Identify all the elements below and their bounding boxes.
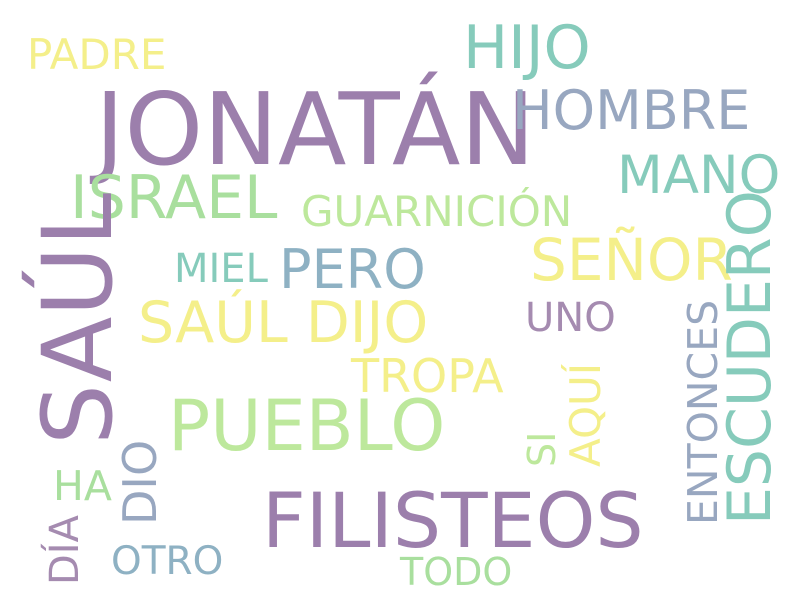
word-padre: PADRE [27,30,167,79]
word-pero: PERO [279,238,426,301]
word-pueblo: PUEBLO [168,385,446,467]
word-otro: OTRO [111,539,224,584]
word-miel: MIEL [174,246,268,292]
word-si: SI [520,431,564,467]
word-uno: UNO [525,295,616,341]
word-escudero: ESCUDERO [715,190,785,525]
word-dia: DÍA [42,515,88,585]
word-hombre: HOMBRE [512,79,751,142]
word-tropa: TROPA [351,349,504,403]
word-aqui: AQUÍ [561,362,610,467]
word-ha: HA [53,462,112,510]
word-guarnicion: GUARNICIÓN [301,187,573,236]
word-senor: SEÑOR [530,226,733,294]
word-saul: SAÚL [22,192,134,445]
word-entonces: ENTONCES [679,299,727,525]
word-filisteos: FILISTEOS [262,476,644,565]
word-hijo: HIJO [463,13,591,83]
word-mano: MANO [617,145,781,206]
word-israel: ISRAEL [70,163,278,233]
word-todo: TODO [400,550,513,594]
word-dio: DIO [113,439,167,525]
word-jonatan: JONATÁN [95,71,536,188]
word-saul-dijo: SAÚL DIJO [138,290,429,356]
